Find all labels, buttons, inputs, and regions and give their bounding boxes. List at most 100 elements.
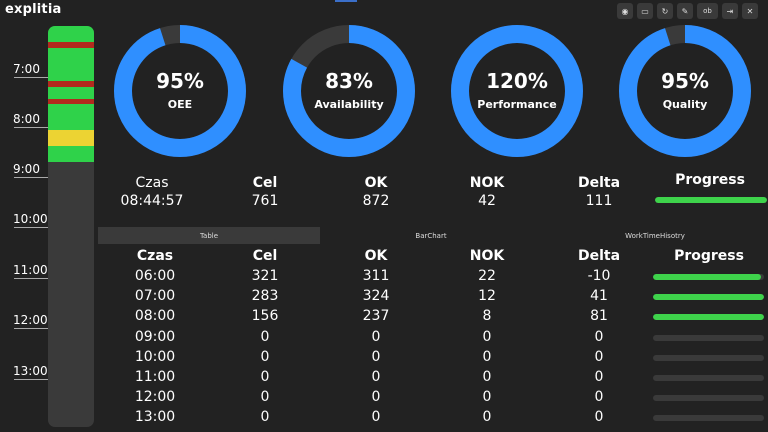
table-cell-nok: 22 [478, 268, 496, 284]
table-cell-nok: 0 [482, 389, 492, 406]
table-row-progress-fill [653, 294, 764, 301]
card-icon[interactable]: ▭ [637, 3, 653, 19]
gauge-label: OEE [167, 98, 193, 111]
logout-icon[interactable]: ⇥ [722, 3, 738, 19]
table-cell-ok: 0 [371, 348, 381, 365]
gauge-oee: 95% OEE [114, 25, 246, 157]
table-row-progress-bar [653, 334, 764, 341]
shift-timeline [48, 26, 94, 427]
timeline-status-segment [48, 87, 94, 99]
app-logo-text: explitia [5, 2, 62, 17]
table-cell-delta: 0 [594, 328, 604, 345]
timeline-hour-label: 8:00 [13, 112, 40, 126]
table-cell-delta: 0 [594, 369, 604, 385]
refresh-icon[interactable]: ↻ [657, 3, 673, 19]
table-cell-nok: 0 [482, 348, 492, 365]
table-cell-cel: 0 [260, 389, 270, 406]
table-cell-ok: 0 [371, 328, 381, 345]
close-icon[interactable]: ✕ [742, 3, 758, 19]
gauge-label: Performance [477, 98, 557, 111]
timeline-hour-tick [14, 379, 48, 380]
gauge-value: 83% [325, 69, 373, 93]
timeline-hour-tick [14, 278, 48, 279]
table-cell-cel: 0 [260, 348, 270, 365]
table-row-progress-fill [653, 274, 761, 280]
timeline-status-segment [48, 48, 94, 81]
gauge-quality: 95% Quality [619, 25, 751, 157]
table-cell-delta: 41 [590, 288, 608, 305]
table-cell-nok: 0 [482, 409, 492, 426]
summary-ok-header: OK [364, 175, 388, 191]
summary-progress-header: Progress [675, 172, 745, 188]
toolbar: ◉ ▭ ↻ ✎ ob ⇥ ✕ [617, 3, 758, 19]
ob-label-button[interactable]: ob [697, 3, 718, 19]
summary-progress-fill [655, 197, 767, 203]
table-header-progress: Progress [674, 248, 744, 264]
table-cell-nok: 0 [482, 328, 492, 345]
table-cell-ok: 324 [362, 288, 390, 305]
gauge-ring [451, 25, 583, 157]
summary-nok-header: NOK [469, 175, 505, 191]
table-cell-czas: 13:00 [134, 409, 176, 426]
table-cell-cel: 0 [260, 409, 270, 426]
table-row-progress-bar [653, 354, 764, 361]
table-cell-ok: 311 [362, 268, 390, 284]
table-cell-nok: 0 [482, 369, 492, 385]
table-row-progress-bar [653, 314, 764, 321]
table-header-delta: Delta [577, 248, 621, 264]
timeline-hour-label: 13:00 [13, 364, 48, 378]
gauge-arc [283, 25, 415, 157]
pencil-icon[interactable]: ✎ [677, 3, 693, 19]
timeline-status-segment [48, 130, 94, 146]
gauge-arc [114, 25, 246, 157]
gauge-ring [283, 25, 415, 157]
table-cell-delta: -10 [587, 268, 611, 284]
table-header-cel: Cel [252, 248, 278, 264]
app-logo: explitia [5, 2, 61, 17]
table-cell-czas: 09:00 [134, 328, 176, 345]
gauge-value: 120% [486, 69, 548, 93]
table-cell-czas: 06:00 [134, 268, 176, 284]
summary-delta-header: Delta [577, 175, 621, 191]
timeline-hour-label: 11:00 [13, 263, 48, 277]
table-cell-cel: 321 [251, 268, 279, 284]
gauge-value: 95% [661, 69, 709, 93]
table-cell-cel: 0 [260, 328, 270, 345]
top-indicator [335, 0, 357, 2]
gauge-value: 95% [156, 69, 204, 93]
table-cell-ok: 0 [371, 369, 381, 385]
circle-icon[interactable]: ◉ [617, 3, 633, 19]
timeline-status-segment [48, 26, 94, 42]
summary-czas-value: 08:44:57 [120, 193, 184, 209]
timeline-hour-label: 9:00 [13, 162, 40, 176]
table-cell-czas: 11:00 [134, 369, 176, 385]
timeline-status-segment [48, 81, 94, 87]
table-cell-czas: 08:00 [134, 308, 176, 325]
table-cell-delta: 0 [594, 389, 604, 406]
summary-czas-header: Czas [135, 175, 169, 191]
table-cell-delta: 0 [594, 409, 604, 426]
table-cell-nok: 12 [478, 288, 496, 305]
tab-worktimehistory[interactable]: WorkTimeHisotry [625, 231, 685, 240]
table-cell-ok: 0 [371, 409, 381, 426]
table-cell-czas: 07:00 [134, 288, 176, 305]
summary-nok-value: 42 [478, 193, 496, 209]
table-cell-ok: 0 [371, 389, 381, 406]
gauge-label: Availability [314, 98, 384, 111]
table-cell-delta: 81 [590, 308, 608, 325]
timeline-hour-tick [14, 77, 48, 78]
table-cell-cel: 156 [251, 308, 279, 325]
table-row-progress-bar [653, 395, 764, 402]
table-row-progress-fill [653, 314, 764, 321]
gauge-availability: 83% Availability [283, 25, 415, 157]
timeline-hour-label: 10:00 [13, 212, 48, 226]
summary-ok-value: 872 [362, 193, 390, 209]
tab-barchart[interactable]: BarChart [415, 231, 447, 240]
table-row-progress-bar [653, 294, 764, 301]
gauge-arc [619, 25, 751, 157]
table-cell-czas: 12:00 [134, 389, 176, 406]
table-row-progress-bar [653, 274, 764, 280]
tab-table[interactable]: Table [98, 227, 320, 244]
table-cell-delta: 0 [594, 348, 604, 365]
table-cell-cel: 0 [260, 369, 270, 385]
